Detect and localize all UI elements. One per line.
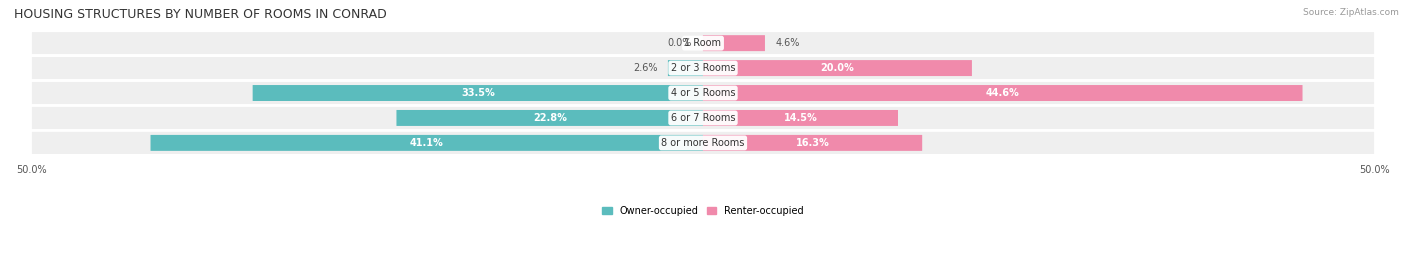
FancyBboxPatch shape <box>396 110 703 126</box>
FancyBboxPatch shape <box>31 105 1375 130</box>
Text: 0.0%: 0.0% <box>668 38 692 48</box>
FancyBboxPatch shape <box>668 60 703 76</box>
FancyBboxPatch shape <box>150 135 703 151</box>
Text: 20.0%: 20.0% <box>821 63 855 73</box>
Text: 14.5%: 14.5% <box>783 113 817 123</box>
Text: 44.6%: 44.6% <box>986 88 1019 98</box>
FancyBboxPatch shape <box>31 56 1375 80</box>
FancyBboxPatch shape <box>253 85 703 101</box>
Text: 2 or 3 Rooms: 2 or 3 Rooms <box>671 63 735 73</box>
FancyBboxPatch shape <box>703 85 1302 101</box>
FancyBboxPatch shape <box>703 60 972 76</box>
Text: 1 Room: 1 Room <box>685 38 721 48</box>
FancyBboxPatch shape <box>703 35 765 51</box>
FancyBboxPatch shape <box>703 135 922 151</box>
Text: 4.6%: 4.6% <box>776 38 800 48</box>
Text: HOUSING STRUCTURES BY NUMBER OF ROOMS IN CONRAD: HOUSING STRUCTURES BY NUMBER OF ROOMS IN… <box>14 8 387 21</box>
Text: 8 or more Rooms: 8 or more Rooms <box>661 138 745 148</box>
Text: 16.3%: 16.3% <box>796 138 830 148</box>
Text: 22.8%: 22.8% <box>533 113 567 123</box>
Text: 4 or 5 Rooms: 4 or 5 Rooms <box>671 88 735 98</box>
Text: Source: ZipAtlas.com: Source: ZipAtlas.com <box>1303 8 1399 17</box>
Text: 33.5%: 33.5% <box>461 88 495 98</box>
Legend: Owner-occupied, Renter-occupied: Owner-occupied, Renter-occupied <box>602 206 804 216</box>
FancyBboxPatch shape <box>31 130 1375 155</box>
FancyBboxPatch shape <box>31 31 1375 56</box>
FancyBboxPatch shape <box>31 80 1375 105</box>
Text: 41.1%: 41.1% <box>411 138 444 148</box>
FancyBboxPatch shape <box>703 110 898 126</box>
Text: 6 or 7 Rooms: 6 or 7 Rooms <box>671 113 735 123</box>
Text: 2.6%: 2.6% <box>633 63 658 73</box>
